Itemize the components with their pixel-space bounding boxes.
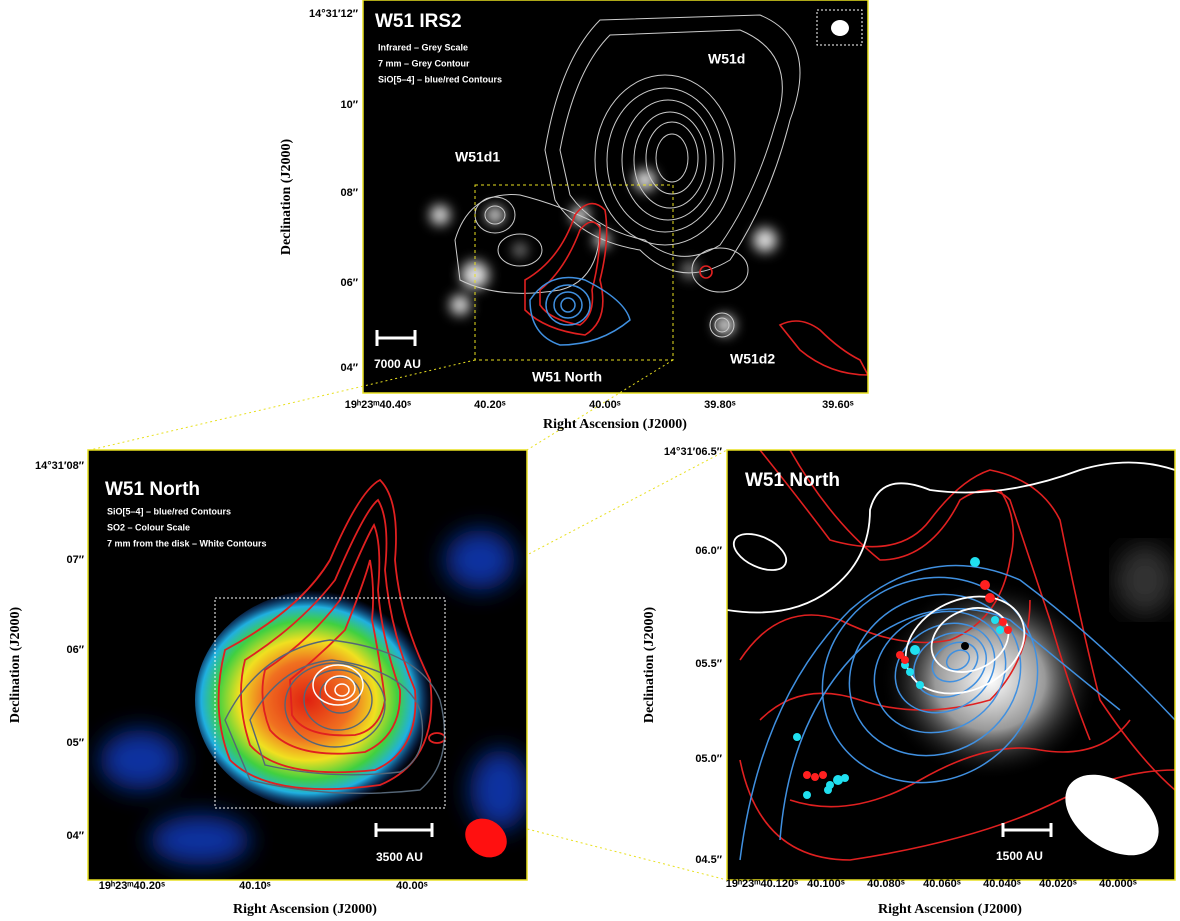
x-tick-label: 39.60ˢ bbox=[822, 399, 854, 411]
legend-entry: 7 mm from the disk – White Contours bbox=[107, 538, 267, 548]
legend-entry: 7 mm – Grey Contour bbox=[378, 58, 470, 68]
legend-entry: SiO[5–4] – blue/red Contours bbox=[378, 74, 502, 84]
source-label: W51d2 bbox=[730, 351, 775, 367]
x-tick-label: 39.80ˢ bbox=[704, 399, 736, 411]
y-tick-label: 06″ bbox=[66, 644, 84, 656]
x-tick-label: 40.060ˢ bbox=[923, 878, 961, 890]
scale-bar-label: 3500 AU bbox=[376, 850, 423, 864]
scale-bar-label: 1500 AU bbox=[996, 849, 1043, 863]
x-tick-label: 40.10ˢ bbox=[239, 880, 271, 892]
y-tick-label: 06.0″ bbox=[695, 545, 722, 557]
y-tick-label: 14°31′06.5″ bbox=[664, 446, 723, 458]
y-axis-label: Declination (J2000) bbox=[279, 139, 294, 256]
x-axis-label: Right Ascension (J2000) bbox=[543, 417, 687, 432]
legend-entry: SiO[5–4] – blue/red Contours bbox=[107, 506, 231, 516]
y-tick-label: 05.5″ bbox=[695, 658, 722, 670]
y-tick-label: 05.0″ bbox=[695, 753, 722, 765]
panel-c-image bbox=[727, 450, 1175, 880]
x-tick-label: 40.100ˢ bbox=[807, 878, 845, 890]
y-tick-label: 08″ bbox=[340, 187, 358, 199]
y-tick-label: 14°31′08″ bbox=[35, 460, 85, 472]
x-tick-label: 40.20ˢ bbox=[474, 399, 506, 411]
x-tick-label: 40.020ˢ bbox=[1039, 878, 1077, 890]
y-tick-label: 04″ bbox=[66, 830, 84, 842]
x-tick-label: 40.080ˢ bbox=[867, 878, 905, 890]
y-tick-label: 05″ bbox=[66, 737, 84, 749]
source-label: W51d bbox=[708, 51, 745, 67]
figure: W51 IRS2 Infrared – Grey Scale 7 mm – Grey… bbox=[0, 0, 1180, 921]
legend-entry: SO2 – Colour Scale bbox=[107, 522, 190, 532]
x-tick-label: 19ʰ23ᵐ40.40ˢ bbox=[345, 399, 411, 411]
x-tick-label: 40.000ˢ bbox=[1099, 878, 1137, 890]
scale-bar-label: 7000 AU bbox=[374, 357, 421, 371]
y-tick-label: 04.5″ bbox=[695, 854, 722, 866]
y-axis-label: Declination (J2000) bbox=[642, 607, 657, 724]
source-label: W51 North bbox=[532, 369, 602, 385]
x-axis-label: Right Ascension (J2000) bbox=[233, 902, 377, 917]
x-tick-label: 40.040ˢ bbox=[983, 878, 1021, 890]
legend-entry: Infrared – Grey Scale bbox=[378, 42, 468, 52]
panel-title: W51 IRS2 bbox=[375, 11, 462, 32]
x-axis-label: Right Ascension (J2000) bbox=[878, 902, 1022, 917]
panel-title: W51 North bbox=[745, 470, 840, 491]
y-tick-label: 07″ bbox=[66, 554, 84, 566]
x-tick-label: 19ʰ23ᵐ40.120ˢ bbox=[726, 878, 799, 890]
y-axis-label: Declination (J2000) bbox=[8, 607, 23, 724]
source-label: W51d1 bbox=[455, 149, 500, 165]
x-tick-label: 19ʰ23ᵐ40.20ˢ bbox=[99, 880, 165, 892]
panel-title: W51 North bbox=[105, 479, 200, 500]
x-tick-label: 40.00ˢ bbox=[396, 880, 428, 892]
y-tick-label: 10″ bbox=[340, 99, 358, 111]
y-tick-label: 14°31′12″ bbox=[309, 8, 359, 20]
y-tick-label: 04″ bbox=[340, 362, 358, 374]
y-tick-label: 06″ bbox=[340, 277, 358, 289]
x-tick-label: 40.00ˢ bbox=[589, 399, 621, 411]
